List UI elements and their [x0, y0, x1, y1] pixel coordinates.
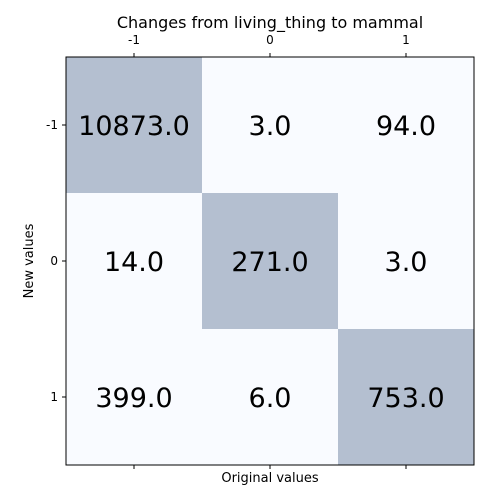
plot-frame: [65, 56, 475, 466]
heatmap-cell-1-1: [202, 193, 338, 329]
cell-value-label-2-0: 399.0: [95, 383, 172, 414]
heatmap-cells: [66, 57, 474, 465]
cell-value-label-0-2: 94.0: [376, 111, 436, 142]
cell-value-label-1-1: 271.0: [231, 247, 308, 278]
cell-value-label-1-0: 14.0: [104, 247, 164, 278]
y-tick-label: 1: [50, 390, 58, 404]
x-axis-label: Original values: [221, 471, 319, 486]
heatmap-cell-1-2: [338, 193, 474, 329]
cell-value-label-1-2: 3.0: [385, 247, 428, 278]
x-tick-label: -1: [128, 33, 140, 47]
heatmap-cell-2-2: [338, 329, 474, 465]
heatmap-cell-labels: 10873.0 3.0 94.0 14.0 271.0 3.0 399.0 6.0 753.0: [78, 111, 444, 414]
cell-value-label-2-2: 753.0: [367, 383, 444, 414]
cell-value-label-0-1: 3.0: [249, 111, 292, 142]
heatmap-cell-0-1: [202, 57, 338, 193]
x-tick-label: 0: [266, 33, 274, 47]
cell-value-label-0-0: 10873.0: [78, 111, 190, 142]
chart-title: Changes from living_thing to mammal: [117, 13, 423, 33]
heatmap-cell-2-0: [66, 329, 202, 465]
heatmap-cell-0-2: [338, 57, 474, 193]
heatmap-cell-0-0: [66, 57, 202, 193]
x-tick-label: 1: [402, 33, 410, 47]
y-axis-label: New values: [22, 223, 37, 298]
heatmap-cell-2-1: [202, 329, 338, 465]
cell-value-label-2-1: 6.0: [249, 383, 292, 414]
y-axis-ticks: -1 0 1: [46, 118, 66, 404]
y-tick-label: 0: [50, 254, 58, 268]
y-tick-label: -1: [46, 118, 58, 132]
heatmap-cell-1-0: [66, 193, 202, 329]
x-axis-ticks: -1 0 1: [128, 33, 410, 469]
